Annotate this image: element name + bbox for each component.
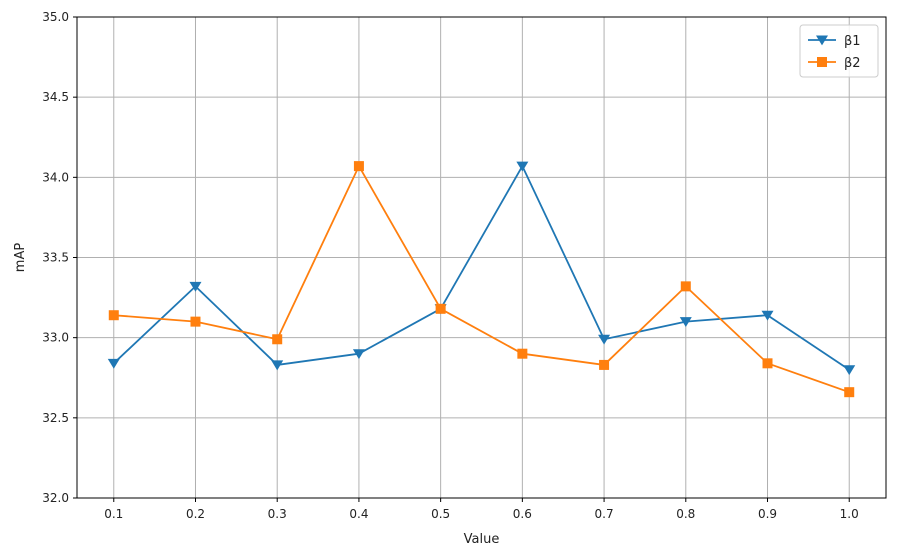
data-point [190, 316, 201, 327]
legend-label: β2 [844, 56, 861, 71]
series-2 [108, 161, 855, 398]
x-tick-label: 0.7 [595, 507, 614, 521]
y-tick-label: 34.5 [42, 90, 69, 104]
data-point [761, 310, 774, 321]
data-point [107, 358, 120, 369]
y-tick-label: 32.0 [42, 491, 69, 505]
x-tick-label: 0.9 [758, 507, 777, 521]
legend-marker [817, 57, 827, 67]
legend-box [799, 24, 879, 78]
x-tick-label: 0.8 [676, 507, 695, 521]
data-point [679, 317, 692, 328]
series-line [113, 165, 850, 394]
data-point [762, 358, 773, 369]
data-point [516, 161, 529, 172]
series-layer [107, 161, 856, 398]
y-axis-label: mAP [13, 243, 28, 273]
y-tick-label: 34.0 [42, 170, 69, 184]
series-1 [107, 161, 856, 376]
x-tick-label: 0.6 [513, 507, 532, 521]
data-point [599, 359, 610, 370]
y-tick-label: 33.5 [42, 251, 69, 265]
legend-item: β2 [808, 56, 861, 71]
y-tick-label: 33.0 [42, 331, 69, 345]
legend-marker [816, 35, 828, 46]
y-tick-label: 35.0 [42, 10, 69, 24]
x-tick-label: 0.2 [186, 507, 205, 521]
legend-label: β1 [844, 34, 861, 49]
x-tick-label: 0.5 [431, 507, 450, 521]
data-point [108, 310, 119, 321]
data-point [680, 281, 691, 292]
data-point [272, 334, 283, 345]
data-point [189, 281, 202, 292]
x-tick-label: 1.0 [840, 507, 859, 521]
data-point [598, 334, 611, 345]
data-point [517, 348, 528, 359]
axis-ticks: 0.1 0.2 0.3 0.4 0.5 0.6 0.7 0.8 0.9 1.0 32.0 32.5 33… [42, 10, 858, 521]
legend-item: β1 [808, 34, 861, 49]
data-point [352, 349, 365, 360]
grid [77, 16, 886, 499]
x-tick-label: 0.1 [104, 507, 123, 521]
data-point [843, 365, 856, 376]
data-point [435, 303, 446, 314]
x-tick-label: 0.3 [268, 507, 287, 521]
y-tick-label: 32.5 [42, 411, 69, 425]
data-point [271, 360, 284, 371]
x-axis-label: Value [464, 532, 500, 547]
x-tick-label: 0.4 [349, 507, 368, 521]
data-point [844, 387, 855, 398]
data-point [353, 161, 364, 172]
series-line [113, 165, 850, 371]
